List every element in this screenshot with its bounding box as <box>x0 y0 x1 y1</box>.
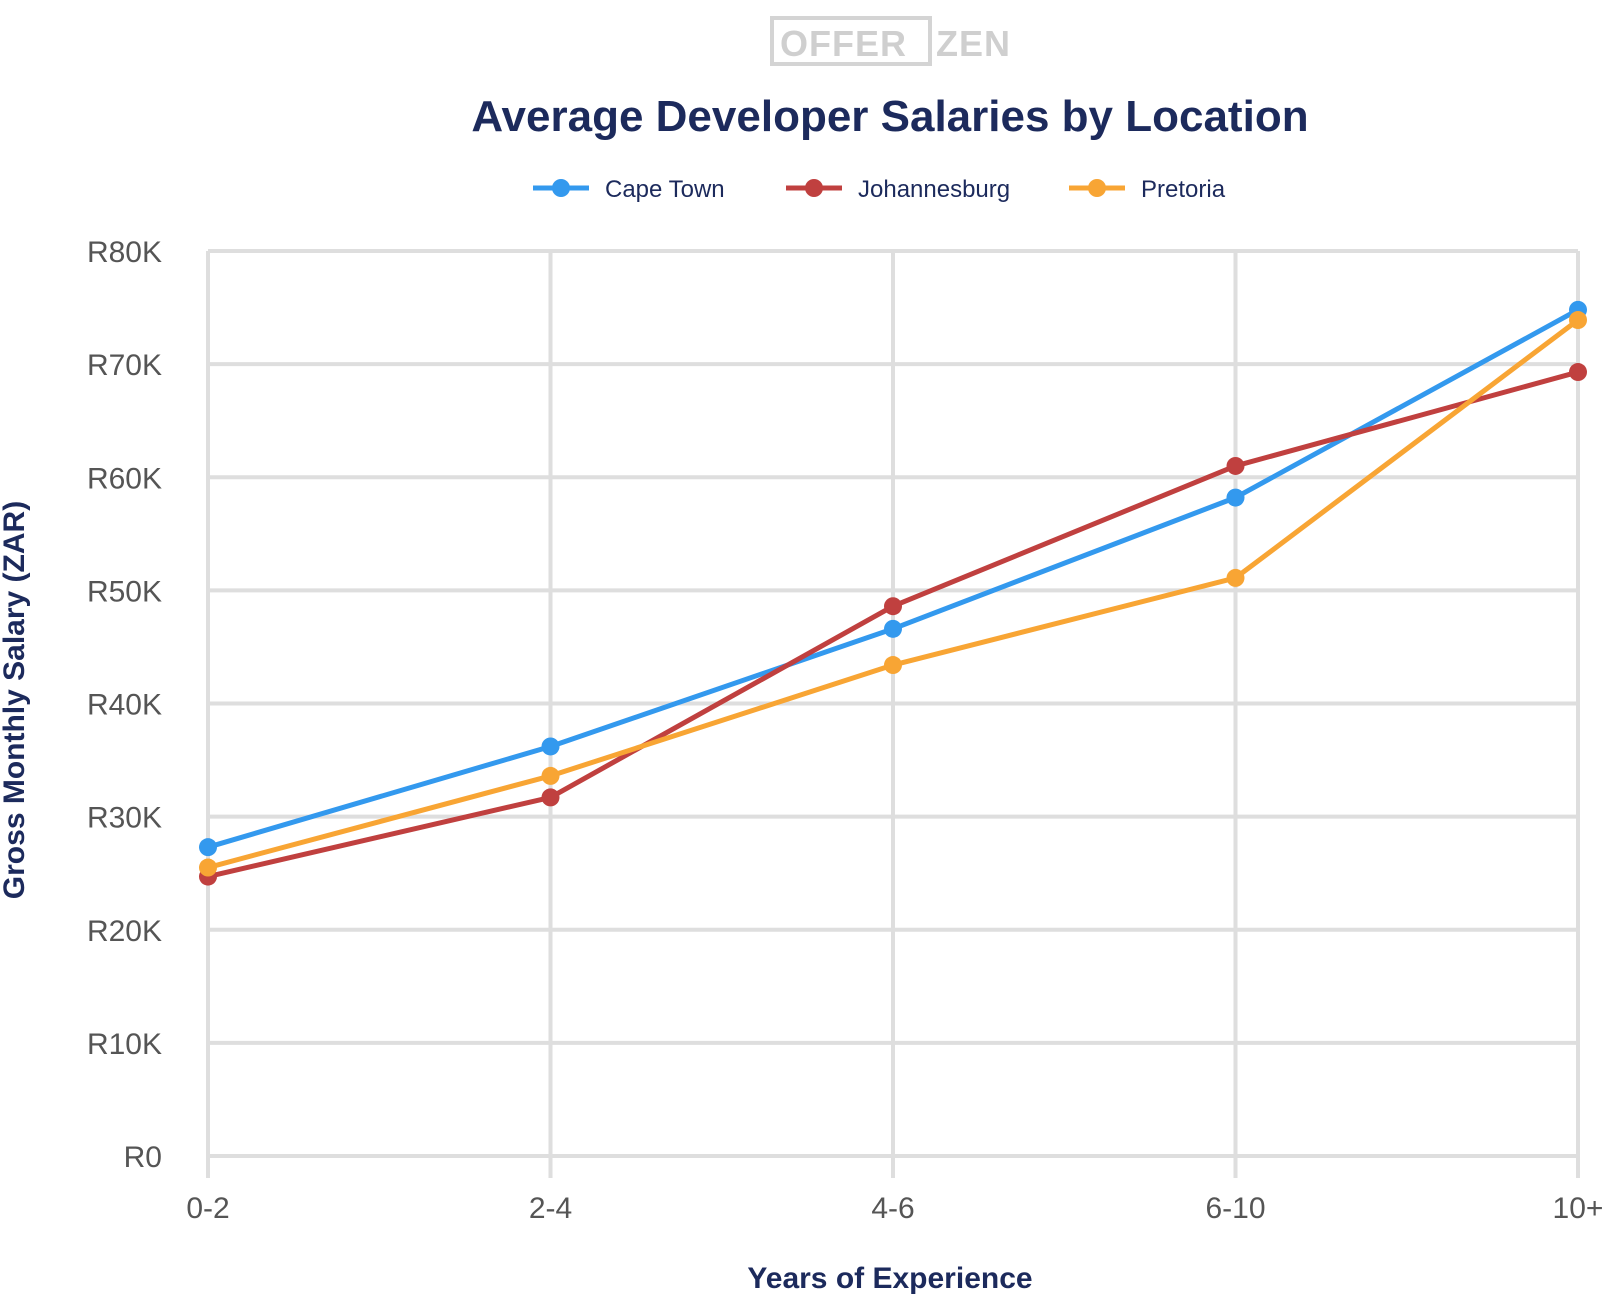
chart-legend: Cape Town Johannesburg Pretoria <box>533 176 1226 203</box>
legend-item: Cape Town <box>533 176 725 203</box>
x-axis-ticks: 0-2 2-4 4-6 6-10 10+ <box>186 1192 1603 1225</box>
data-point <box>1226 568 1245 587</box>
data-point <box>541 737 560 756</box>
data-point <box>884 619 902 638</box>
y-tick-label: R40K <box>87 689 162 722</box>
data-point <box>884 656 902 675</box>
y-axis-title: Gross Monthly Salary (ZAR) <box>0 501 31 899</box>
y-tick-label: R80K <box>87 236 162 269</box>
y-tick-label: R60K <box>87 462 162 495</box>
offerzen-logo: OFFER ZEN <box>770 16 1011 66</box>
data-point <box>1226 456 1245 475</box>
y-tick-label: R30K <box>87 802 162 835</box>
series-pretoria <box>199 311 1587 877</box>
series <box>199 300 1587 886</box>
data-point <box>1569 311 1587 330</box>
data-point <box>1569 363 1587 382</box>
y-tick-label: R10K <box>87 1028 162 1061</box>
data-point <box>541 788 560 807</box>
legend-swatch-marker <box>552 179 570 197</box>
x-tick-label: 6-10 <box>1205 1192 1265 1225</box>
x-tick-label: 10+ <box>1553 1192 1604 1225</box>
data-point <box>1226 488 1245 507</box>
legend-swatch-marker <box>1088 179 1106 197</box>
x-tick-label: 0-2 <box>186 1192 229 1225</box>
x-axis-title: Years of Experience <box>747 1262 1032 1294</box>
y-tick-label: R50K <box>87 575 162 608</box>
data-point <box>541 766 560 785</box>
y-axis-ticks: R0 R10K R20K R30K R40K R50K R60K R70K R80K <box>87 236 162 1174</box>
legend-label: Pretoria <box>1141 176 1226 203</box>
legend-item: Johannesburg <box>786 176 1010 203</box>
legend-label: Johannesburg <box>858 176 1010 203</box>
data-point <box>199 858 217 877</box>
grid <box>206 249 1580 1178</box>
legend-swatch-marker <box>805 179 823 197</box>
logo-text-zen: ZEN <box>936 23 1011 64</box>
data-point <box>884 597 902 616</box>
chart-title: Average Developer Salaries by Location <box>471 92 1308 141</box>
y-tick-label: R0 <box>124 1141 162 1174</box>
logo-box <box>770 16 932 66</box>
legend-item: Pretoria <box>1069 176 1226 203</box>
data-point <box>199 838 217 857</box>
legend-label: Cape Town <box>605 176 725 203</box>
y-tick-label: R20K <box>87 915 162 948</box>
x-tick-label: 2-4 <box>529 1192 572 1225</box>
y-tick-label: R70K <box>87 349 162 382</box>
x-tick-label: 4-6 <box>871 1192 914 1225</box>
logo-text-offer: OFFER <box>780 23 907 64</box>
